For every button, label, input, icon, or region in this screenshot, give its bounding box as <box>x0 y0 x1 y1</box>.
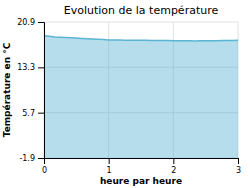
tick: 5.7 <box>22 109 44 118</box>
chart: 0 1 2 3 -1.9 5.7 13.3 20.9 Evolution de la tempé… <box>0 0 250 188</box>
tick: 3 <box>236 158 241 175</box>
tick: 1 <box>107 158 112 175</box>
tick-label: 3 <box>236 166 241 175</box>
axis-line <box>38 23 45 159</box>
line <box>44 36 238 41</box>
tick-mark <box>38 67 44 68</box>
y-axis-title: Température en °C <box>2 42 12 137</box>
grid-line <box>44 22 238 23</box>
marks <box>44 36 238 158</box>
tick-label: 1 <box>107 166 112 175</box>
tick-label: 20.9 <box>17 18 35 27</box>
axis-line <box>45 159 239 165</box>
title: Evolution de la température <box>64 4 219 17</box>
tick: -1.9 <box>19 154 44 163</box>
tick-mark <box>38 113 44 114</box>
tick-mark <box>238 158 239 164</box>
tick-mark <box>38 158 44 159</box>
tick-mark <box>173 158 174 164</box>
x-axis: 0 1 2 3 <box>42 158 241 175</box>
tick-label: 0 <box>42 166 47 175</box>
y-axis: -1.9 5.7 13.3 20.9 <box>17 18 44 163</box>
x-axis-title: heure par heure <box>100 176 182 186</box>
tick-mark <box>38 22 44 23</box>
tick-label: 13.3 <box>17 63 35 72</box>
tick: 20.9 <box>17 18 44 27</box>
tick: 2 <box>171 158 176 175</box>
tick-label: -1.9 <box>19 154 35 163</box>
plot: 0 1 2 3 -1.9 5.7 13.3 20.9 <box>17 18 241 175</box>
tick: 0 <box>42 158 47 175</box>
grid <box>44 22 238 158</box>
tick-label: 2 <box>171 166 176 175</box>
tick-label: 5.7 <box>22 109 35 118</box>
tick-mark <box>109 158 110 164</box>
area <box>44 36 238 158</box>
tick: 13.3 <box>17 63 44 72</box>
